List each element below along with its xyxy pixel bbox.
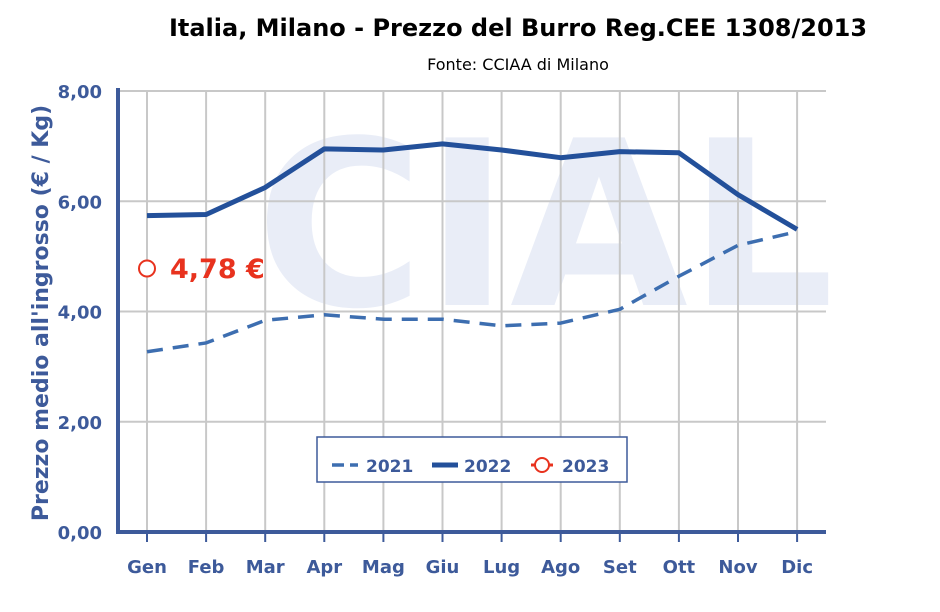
x-tick-label: Mar xyxy=(246,557,285,578)
legend-2023-marker xyxy=(534,457,550,473)
y-axis-label: Prezzo medio all'ingrosso (€ / Kg) xyxy=(29,105,54,521)
x-tick-label: Giu xyxy=(426,557,460,578)
legend-2022-label: 2022 xyxy=(464,457,511,477)
x-tick-label: Ago xyxy=(541,557,580,578)
y-tick-label: 6,00 xyxy=(58,192,102,213)
y-tick-label: 2,00 xyxy=(58,413,102,434)
legend: 2021 2022 2023 xyxy=(316,436,628,483)
annotation-2023-value: 4,78 € xyxy=(170,254,265,285)
point-2023 xyxy=(138,259,156,278)
legend-2023-label: 2023 xyxy=(562,457,609,477)
y-tick-label: 0,00 xyxy=(58,523,102,544)
chart-title: Italia, Milano - Prezzo del Burro Reg.CE… xyxy=(169,14,867,42)
x-tick-label: Apr xyxy=(306,557,342,578)
x-tick-label: Lug xyxy=(483,557,520,578)
y-tick-label: 4,00 xyxy=(58,303,102,324)
x-tick-label: Ott xyxy=(663,557,696,578)
watermark: CIAL xyxy=(256,93,835,360)
chart-subtitle: Fonte: CCIAA di Milano xyxy=(427,55,609,74)
series-line-2022 xyxy=(146,141,799,232)
y-tick-label: 8,00 xyxy=(58,82,102,103)
legend-2021-label: 2021 xyxy=(366,457,413,477)
x-tick-label: Set xyxy=(603,557,637,578)
x-tick-label: Gen xyxy=(127,557,167,578)
x-tick-label: Mag xyxy=(362,557,405,578)
x-tick-label: Feb xyxy=(188,557,225,578)
series-line-2021 xyxy=(146,229,798,354)
x-tick-label: Nov xyxy=(718,557,757,578)
x-tick-label: Dic xyxy=(781,557,813,578)
